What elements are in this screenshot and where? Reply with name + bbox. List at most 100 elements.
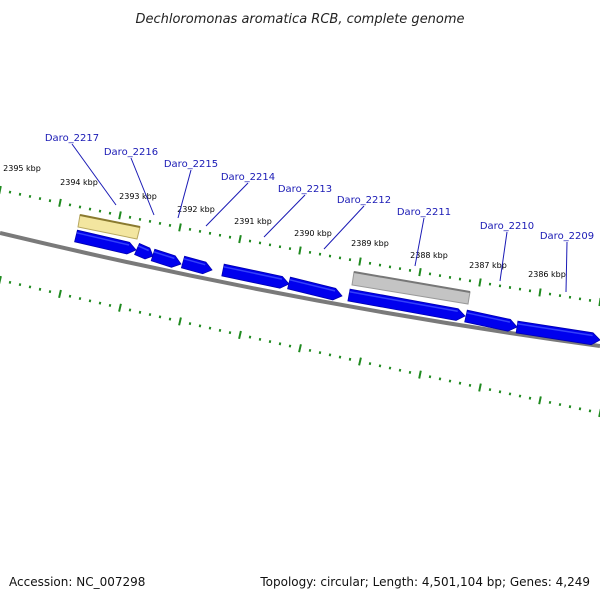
gene-label[interactable]: Daro_2210 — [480, 221, 534, 232]
inner-ring-minor-tick — [548, 400, 552, 404]
inner-ring-major-tick — [298, 344, 302, 353]
inner-ring-minor-tick — [498, 390, 502, 394]
inner-ring-minor-tick — [578, 407, 582, 411]
gene-leader-line — [205, 182, 249, 227]
gene-label[interactable]: Daro_2214 — [221, 172, 275, 183]
inner-ring-minor-tick — [68, 294, 72, 298]
inner-ring-major-tick — [58, 289, 62, 299]
inner-ring-minor-tick — [468, 383, 472, 387]
inner-ring-minor-tick — [438, 377, 442, 381]
inner-ring-minor-tick — [78, 297, 82, 301]
gene-leader-line — [130, 157, 155, 216]
accession-text: Accession: NC_007298 — [9, 575, 145, 589]
inner-ring-minor-tick — [248, 335, 252, 339]
outer-ring-major-tick — [358, 257, 362, 266]
inner-ring-minor-tick — [168, 317, 172, 321]
inner-ring-minor-tick — [18, 283, 22, 287]
inner-ring-minor-tick — [208, 326, 212, 330]
gene-leader-line — [323, 205, 365, 250]
inner-ring-minor-tick — [38, 287, 42, 291]
tick-label: 2394 kbp — [60, 178, 98, 187]
outer-ring-major-tick — [118, 211, 122, 220]
gene-arrow-highlight — [466, 312, 511, 323]
outer-ring-minor-tick — [158, 221, 162, 225]
outer-ring-minor-tick — [18, 192, 22, 196]
inner-ring-minor-tick — [398, 368, 402, 372]
inner-ring-minor-tick — [198, 324, 202, 328]
feature-bar-yellow-edge — [79, 214, 141, 228]
outer-ring-major-tick — [238, 234, 242, 244]
genome-backbone — [0, 231, 600, 348]
inner-ring-major-tick — [178, 317, 182, 326]
tick-label: 2387 kbp — [469, 261, 507, 270]
gene-label[interactable]: Daro_2217 — [45, 133, 99, 144]
gene-labels: Daro_2217Daro_2216Daro_2215Daro_2214Daro… — [45, 133, 594, 293]
gene-label[interactable]: Daro_2215 — [164, 159, 218, 170]
outer-ring-minor-tick — [198, 229, 202, 233]
inner-ring-major-tick — [598, 408, 600, 418]
inner-ring-minor-tick — [458, 381, 462, 385]
gene-leader-line — [565, 241, 568, 293]
outer-ring-major-tick — [298, 246, 302, 255]
inner-ring-minor-tick — [588, 409, 592, 413]
inner-ring-minor-tick — [158, 315, 162, 319]
gene-label[interactable]: Daro_2209 — [540, 231, 594, 242]
inner-ring-minor-tick — [88, 299, 92, 303]
gene-leader-line — [71, 143, 117, 206]
gene-arrow-highlight — [76, 232, 130, 246]
outer-ring-minor-tick — [88, 207, 92, 211]
gene-label[interactable]: Daro_2213 — [278, 184, 332, 195]
inner-ring-minor-tick — [508, 392, 512, 396]
tick-label: 2386 kbp — [528, 270, 566, 279]
inner-ring-major-tick — [0, 275, 2, 285]
inner-ring-minor-tick — [278, 342, 282, 346]
genome-summary-text: Topology: circular; Length: 4,501,104 bp… — [259, 575, 590, 589]
inner-tick-ring — [0, 275, 600, 418]
outer-ring-major-tick — [418, 268, 422, 277]
gene-leader-line — [499, 231, 508, 282]
inner-ring-minor-tick — [108, 303, 112, 307]
inner-ring-minor-tick — [318, 351, 322, 355]
outer-ring-minor-tick — [108, 211, 112, 215]
outer-ring-major-tick — [178, 223, 182, 232]
inner-ring-minor-tick — [448, 379, 452, 383]
inner-ring-major-tick — [118, 303, 122, 312]
gene-label[interactable]: Daro_2211 — [397, 207, 451, 218]
outer-ring-minor-tick — [38, 197, 42, 201]
outer-ring-minor-tick — [68, 203, 72, 207]
gene-label[interactable]: Daro_2216 — [104, 147, 158, 158]
inner-ring-major-tick — [418, 370, 422, 379]
inner-ring-minor-tick — [348, 357, 352, 361]
inner-ring-minor-tick — [258, 337, 262, 341]
inner-ring-minor-tick — [328, 353, 332, 357]
tick-labels: 2395 kbp 2394 kbp 2393 kbp 2392 kbp 2391 kbp… — [3, 164, 566, 279]
inner-ring-minor-tick — [268, 340, 272, 344]
inner-ring-minor-tick — [408, 370, 412, 374]
inner-ring-minor-tick — [148, 313, 152, 317]
tick-label: 2389 kbp — [351, 239, 389, 248]
gene-arrow-highlight — [349, 291, 458, 313]
tick-label: 2391 kbp — [234, 217, 272, 226]
tick-label: 2395 kbp — [3, 164, 41, 173]
inner-ring-minor-tick — [558, 403, 562, 407]
gene-label[interactable]: Daro_2212 — [337, 195, 391, 206]
inner-ring-major-tick — [358, 357, 362, 366]
outer-ring-minor-tick — [78, 205, 82, 209]
feature-bar-gray-edge — [353, 271, 471, 293]
tick-label: 2390 kbp — [294, 229, 332, 238]
tick-label: 2388 kbp — [410, 251, 448, 260]
inner-ring-minor-tick — [228, 331, 232, 335]
outer-ring-minor-tick — [148, 219, 152, 223]
outer-ring-major-tick — [478, 278, 482, 287]
gene-arrow-daro-2216 — [134, 242, 154, 260]
inner-ring-minor-tick — [488, 388, 492, 392]
outer-ring-major-tick — [538, 288, 542, 297]
inner-ring-minor-tick — [28, 285, 32, 289]
inner-ring-minor-tick — [338, 355, 342, 359]
gene-arrow-highlight — [153, 251, 175, 260]
outer-ring-major-tick — [58, 198, 62, 207]
tick-label: 2393 kbp — [119, 192, 157, 201]
inner-ring-minor-tick — [218, 328, 222, 332]
gene-arrow-highlight — [517, 322, 593, 337]
